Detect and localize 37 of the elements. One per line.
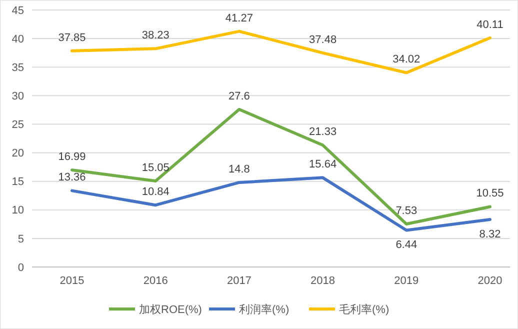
y-tick-label: 0: [18, 262, 24, 274]
data-label: 41.27: [225, 12, 253, 24]
x-tick-label: 2020: [478, 275, 502, 287]
data-label: 6.44: [396, 239, 418, 252]
y-tick-label: 35: [12, 62, 24, 74]
data-label: 10.84: [142, 186, 170, 198]
y-tick-label: 20: [12, 148, 24, 160]
legend-label: 利润率(%): [239, 302, 290, 316]
legend-label: 毛利率(%): [339, 302, 390, 316]
y-tick-label: 25: [12, 119, 24, 132]
x-tick-label: 2017: [226, 275, 252, 287]
y-tick-label: 10: [12, 204, 24, 217]
data-label: 38.23: [142, 30, 170, 42]
y-tick-label: 40: [12, 33, 24, 46]
y-tick-label: 45: [12, 4, 24, 17]
data-label: 34.02: [392, 54, 420, 66]
data-label: 13.36: [58, 172, 86, 184]
data-label: 27.6: [228, 90, 250, 102]
data-label: 40.11: [476, 18, 504, 31]
x-tick-label: 2018: [310, 275, 336, 287]
data-label: 14.8: [228, 163, 250, 176]
data-label: 37.85: [58, 32, 86, 44]
data-label: 16.99: [58, 150, 86, 163]
data-label: 8.32: [479, 228, 501, 240]
data-label: 21.33: [309, 126, 337, 138]
data-label: 15.64: [309, 158, 337, 171]
x-tick-label: 2016: [143, 275, 168, 287]
x-tick-label: 2015: [60, 275, 84, 287]
data-label: 37.48: [309, 34, 337, 46]
x-tick-label: 2019: [394, 275, 419, 287]
y-tick-label: 15: [12, 176, 24, 188]
data-label: 15.05: [142, 162, 170, 174]
y-tick-label: 30: [12, 90, 24, 103]
y-tick-label: 5: [18, 233, 24, 246]
data-label: 10.55: [476, 188, 504, 200]
data-label: 7.53: [396, 204, 418, 217]
legend-label: 加权ROE(%): [139, 302, 202, 316]
